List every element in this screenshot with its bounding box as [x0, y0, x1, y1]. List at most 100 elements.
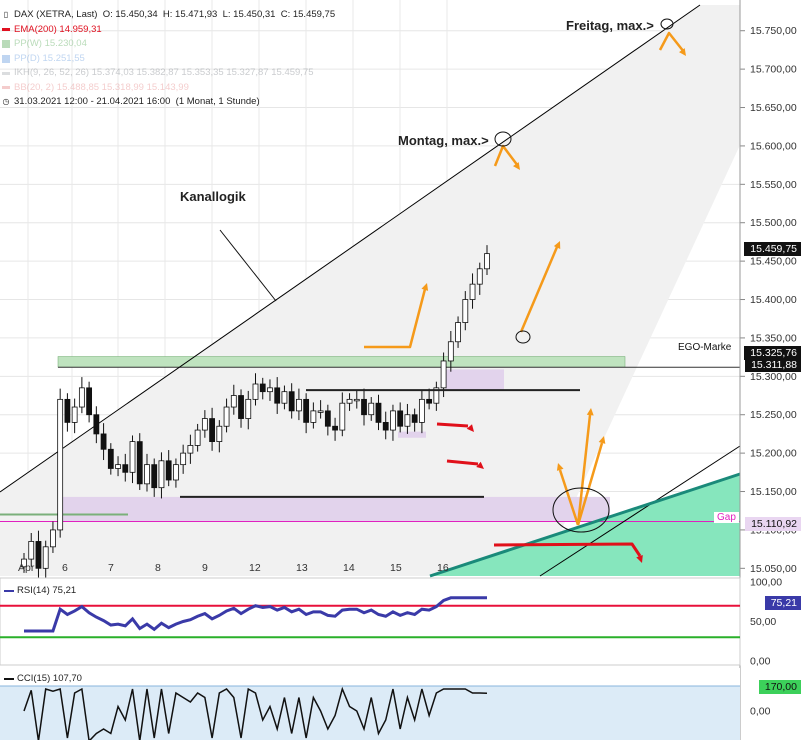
candle-body	[310, 410, 317, 423]
date-range: 31.03.2021 12:00 - 21.04.2021 16:00	[14, 96, 171, 107]
ema-swatch	[2, 28, 10, 32]
price-tick-label: 15.300,00	[750, 371, 797, 383]
time-tick-label: 7	[108, 562, 114, 574]
candle-body	[476, 268, 483, 285]
time-tick-label: 12	[249, 562, 261, 574]
candle-body	[35, 541, 42, 569]
candle-body	[165, 460, 172, 481]
candle-body	[78, 387, 85, 408]
price-tick-label: 15.650,00	[750, 102, 797, 114]
candle-body	[230, 395, 237, 408]
time-tick-label: 14	[343, 562, 355, 574]
orange-arrowhead-2	[553, 241, 561, 249]
candle-body	[346, 398, 353, 404]
legend-header: ▯ DAX (XETRA, Last) O: 15.450,34 H: 15.4…	[2, 8, 335, 23]
open-value: O: 15.450,34	[102, 9, 158, 20]
candle-body	[303, 398, 310, 423]
orange-arrow-1	[364, 288, 427, 349]
candle-body	[28, 541, 35, 560]
ego-marke-label: EGO-Marke	[678, 342, 732, 353]
price-tick-label: 15.750,00	[750, 25, 797, 37]
candle-body	[317, 410, 324, 413]
candle-body	[368, 402, 375, 416]
rsi-tick-label: 0,00	[750, 656, 771, 668]
candle-body	[252, 383, 259, 400]
candle-body	[440, 360, 447, 389]
price-tick-label: 15.550,00	[750, 179, 797, 191]
ikh-label: IKH(9, 26, 52, 26)	[14, 67, 89, 78]
candle-body	[201, 418, 208, 431]
time-tick-label: 16	[437, 562, 449, 574]
ego-marke-zone	[57, 356, 626, 368]
candle-body	[455, 322, 461, 343]
channel-lines	[0, 4, 741, 578]
legend-row-ikh[interactable]: IKH(9, 26, 52, 26) 15.374,03 15.382,87 1…	[2, 66, 335, 81]
orange-arrowhead-3a	[556, 463, 564, 471]
ema-label: EMA(200)	[14, 23, 57, 35]
candle-body	[57, 398, 64, 531]
candle-body	[339, 402, 346, 431]
candle-body	[107, 448, 114, 469]
cci-value: 107,70	[52, 673, 82, 684]
candle-body	[469, 283, 476, 300]
ppw-label: PP(W)	[14, 38, 42, 49]
candle-body	[433, 387, 440, 404]
ego-upper-tag: 15.325,76	[744, 346, 801, 360]
candle-body	[426, 398, 433, 404]
cci-swatch	[4, 677, 14, 680]
price-tick-label: 15.050,00	[750, 563, 797, 575]
candle-body	[115, 464, 121, 469]
gap-zone	[62, 496, 610, 522]
ego-lower-tag: 15.311,88	[745, 358, 801, 372]
tiny-purple-zone	[398, 431, 426, 438]
annotation-freitag: Freitag, max.>	[566, 18, 654, 33]
candle-body	[122, 464, 129, 473]
chart-type-icon: ▯	[3, 10, 9, 19]
price-tick-label: 15.600,00	[750, 140, 797, 152]
candle-body	[50, 529, 56, 548]
candle-body	[296, 398, 302, 412]
time-tick-label: 8	[155, 562, 161, 574]
price-tick-label: 15.450,00	[750, 256, 797, 268]
legend-row-bb[interactable]: BB(20, 2) 15.488,85 15.318,99 15.143,99	[2, 81, 335, 96]
candle-body	[173, 464, 179, 481]
channel-fill	[0, 5, 740, 576]
legend-range-row: ◷ 31.03.2021 12:00 - 21.04.2021 16:00 (1…	[2, 95, 335, 110]
ppd-value: 15.251,55	[42, 52, 85, 64]
price-tick-label: 15.500,00	[750, 217, 797, 229]
annotation-montag: Montag, max.>	[398, 133, 489, 148]
candle-body	[223, 406, 230, 427]
cci-legend[interactable]: CCI(15) 107,70	[4, 673, 82, 684]
price-tick-label: 15.350,00	[750, 332, 797, 344]
candle-body	[187, 445, 194, 454]
candle-body	[267, 387, 273, 393]
circle-marker-freitag	[660, 18, 674, 30]
circle-marker-montag	[494, 131, 512, 147]
chart-legend: ▯ DAX (XETRA, Last) O: 15.450,34 H: 15.4…	[2, 8, 335, 110]
candle-body	[238, 395, 244, 419]
price-tick-label: 15.700,00	[750, 64, 797, 76]
candle-body	[129, 441, 136, 473]
rsi-legend[interactable]: RSI(14) 75,21	[4, 585, 76, 596]
candle-body	[194, 429, 201, 446]
clock-icon: ◷	[2, 97, 10, 106]
legend-row-ppw[interactable]: PP(W) 15.230,04	[2, 37, 335, 52]
orange-arrow-freitag	[658, 31, 685, 53]
time-tick-label: 13	[296, 562, 308, 574]
price-axis: 15.050,0015.100,0015.150,0015.200,0015.2…	[739, 0, 797, 740]
legend-row-ema[interactable]: EMA(200) 14.959,31	[2, 23, 335, 38]
small-purple-zone	[446, 369, 504, 391]
candle-body	[332, 425, 338, 431]
candle-body	[390, 410, 396, 431]
candle-body	[71, 406, 78, 423]
bb-label: BB(20, 2)	[14, 81, 55, 93]
rsi-tick-label: 100,00	[750, 577, 782, 589]
last-price-tag: 15.459,75	[744, 242, 801, 256]
candle-body	[324, 410, 331, 427]
red-arrow-3	[493, 542, 642, 557]
legend-row-ppd[interactable]: PP(D) 15.251,55	[2, 52, 335, 67]
cci-tag: 170,00	[758, 680, 801, 694]
teal-trend-line	[429, 472, 741, 578]
candle-body	[86, 387, 93, 416]
